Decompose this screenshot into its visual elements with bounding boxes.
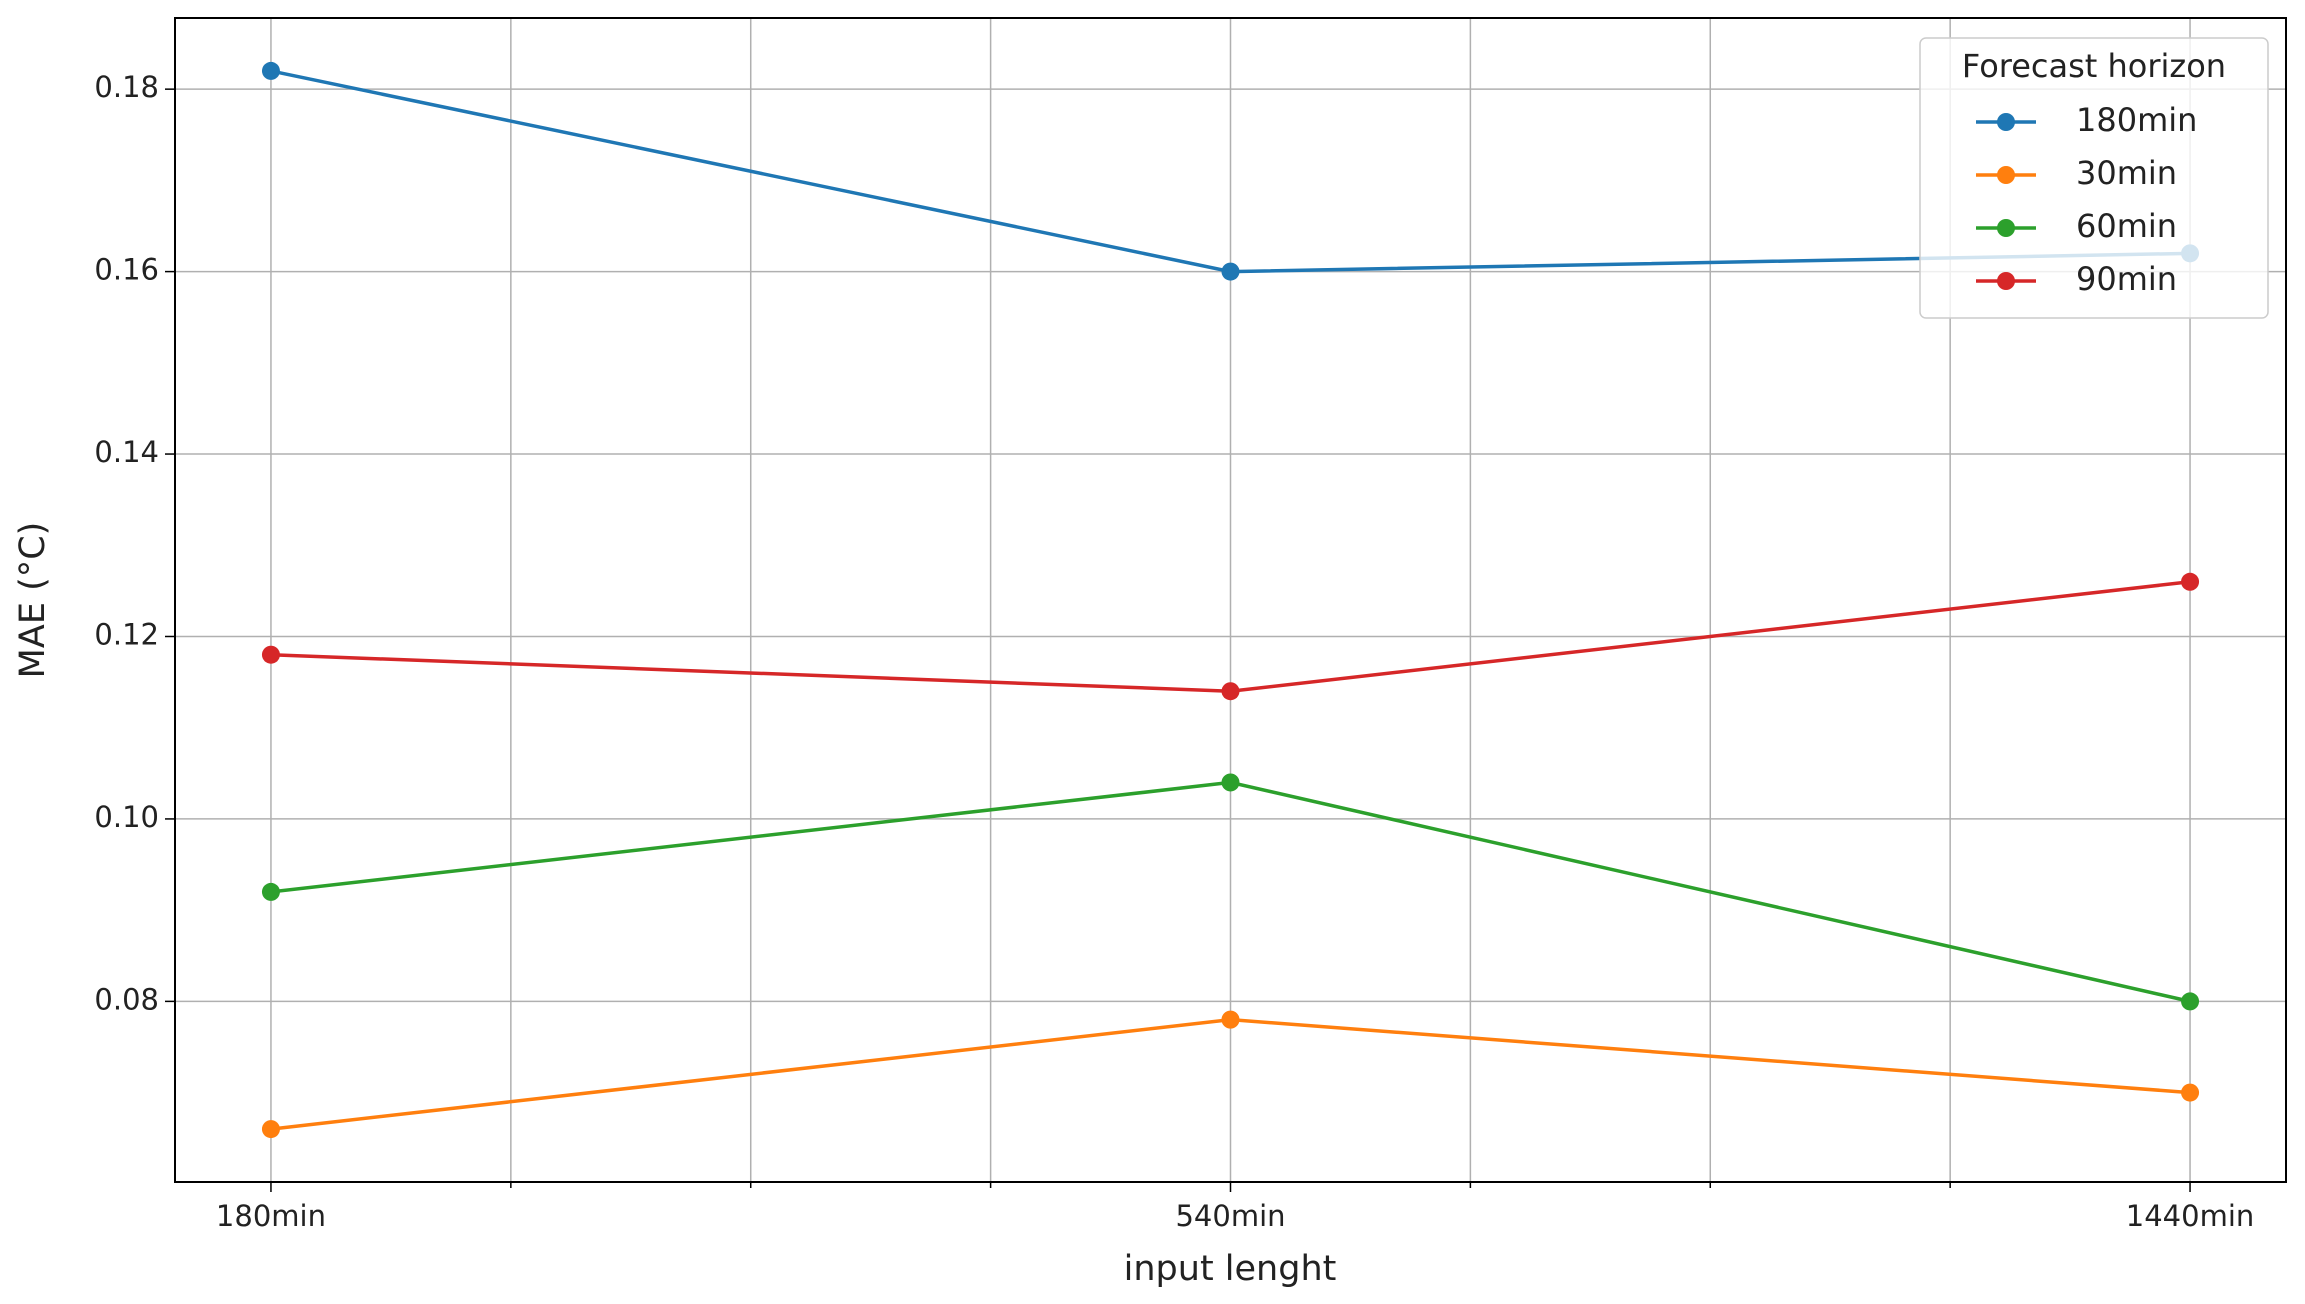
legend-marker <box>1997 219 2015 237</box>
plot-frame <box>174 17 2287 1183</box>
x-axis-label: input lenght <box>1124 1249 1337 1289</box>
data-point <box>2181 572 2200 591</box>
legend-label: 90min <box>2076 260 2177 298</box>
y-tick-label: 0.14 <box>94 435 159 469</box>
data-point <box>1221 773 1240 792</box>
x-tick-label: 540min <box>1175 1199 1285 1233</box>
legend-marker <box>1997 166 2015 184</box>
data-point <box>2181 1083 2200 1102</box>
data-point <box>261 61 280 80</box>
y-tick-label: 0.18 <box>94 70 159 104</box>
data-point <box>2181 992 2200 1011</box>
data-point <box>1221 1010 1240 1029</box>
data-point <box>1221 682 1240 701</box>
y-tick-label: 0.10 <box>94 800 159 834</box>
x-tick-label: 1440min <box>2126 1199 2255 1233</box>
x-tick-label: 180min <box>216 1199 326 1233</box>
data-point <box>1221 262 1240 281</box>
y-tick-label: 0.16 <box>94 253 159 287</box>
data-point <box>261 882 280 901</box>
legend-marker <box>1997 272 2015 290</box>
y-axis-label: MAE (°C) <box>13 522 53 679</box>
legend: Forecast horizon 180min 30min 60min 90min <box>1919 37 2269 319</box>
data-point <box>261 645 280 664</box>
y-tick-label: 0.08 <box>94 982 159 1016</box>
legend-label: 180min <box>2076 101 2197 139</box>
legend-box <box>1919 37 2269 319</box>
legend-label: 30min <box>2076 154 2177 192</box>
legend-title: Forecast horizon <box>1962 47 2226 85</box>
legend-label: 60min <box>2076 207 2177 245</box>
legend-marker <box>1997 113 2015 131</box>
y-tick-label: 0.12 <box>94 617 159 651</box>
data-point <box>261 1120 280 1139</box>
